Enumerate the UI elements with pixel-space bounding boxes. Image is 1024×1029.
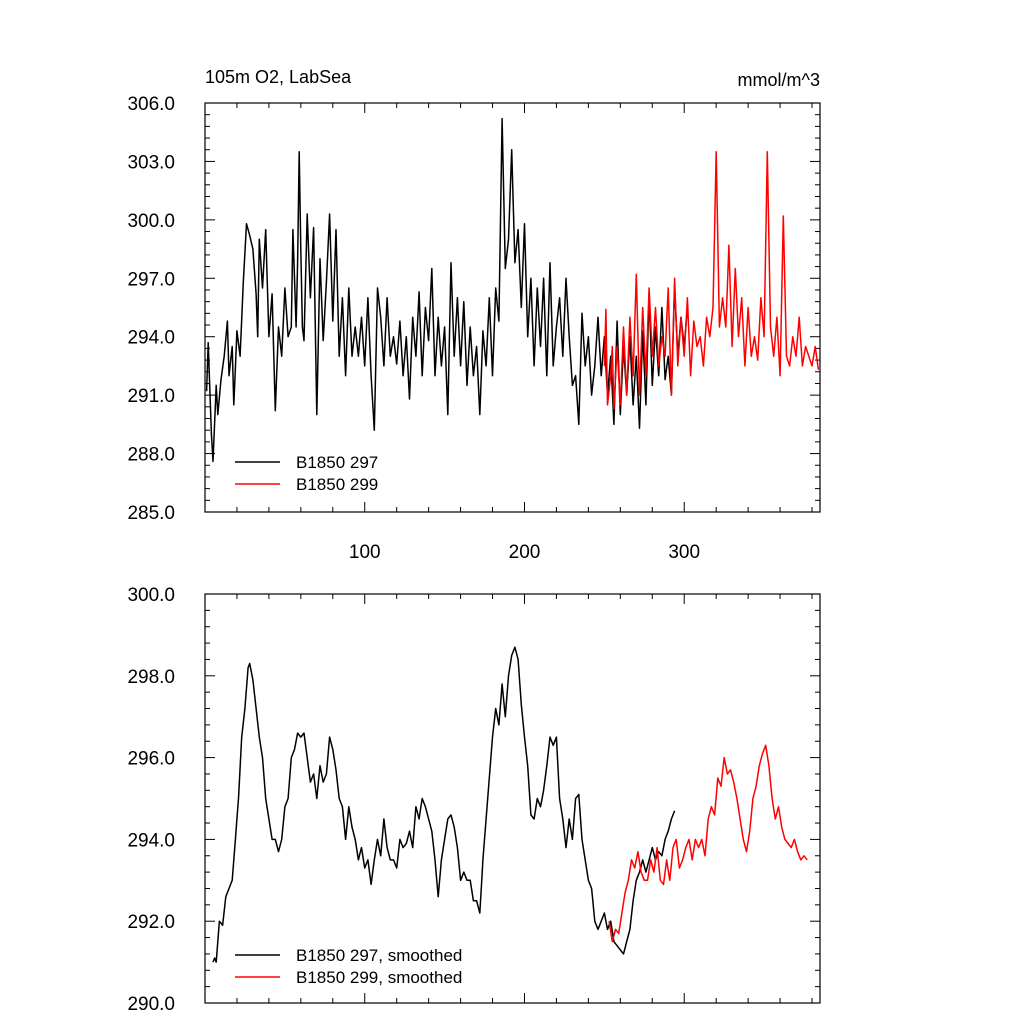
legend-label: B1850 299 (296, 475, 378, 494)
legend-label: B1850 297, smoothed (296, 946, 462, 965)
y-tick-label: 288.0 (127, 445, 175, 466)
x-tick-label: 200 (509, 542, 541, 563)
y-tick-label: 285.0 (127, 503, 175, 524)
legend-label: B1850 297 (296, 453, 378, 472)
plot-frame (204, 102, 821, 513)
units-label: mmol/m^3 (738, 70, 820, 90)
x-tick-label: 100 (349, 542, 381, 563)
series-line-black (212, 646, 676, 963)
y-tick-label: 297.0 (127, 269, 175, 290)
series-line-black (205, 117, 689, 463)
y-tick-label: 291.0 (127, 386, 175, 407)
y-tick-label: 298.0 (127, 667, 175, 688)
y-tick-label: 294.0 (127, 830, 175, 851)
series-line-red (603, 150, 820, 410)
y-tick-label: 292.0 (127, 912, 175, 933)
y-tick-label: 290.0 (127, 994, 175, 1015)
legend-label: B1850 299, smoothed (296, 968, 462, 987)
chart-title: 105m O2, LabSea (205, 67, 352, 87)
y-tick-label: 296.0 (127, 749, 175, 770)
panel-top: 105m O2, LabSea mmol/m^3 285.0 288.0 291.0… (127, 67, 821, 563)
y-tick-label: 303.0 (127, 152, 175, 173)
y-tick-label: 306.0 (127, 94, 175, 115)
y-tick-label: 300.0 (127, 211, 175, 232)
x-tick-label: 300 (668, 542, 700, 563)
series-line-red (608, 744, 808, 943)
y-tick-label: 300.0 (127, 585, 175, 606)
panel-bottom: 290.0 292.0 294.0 296.0 298.0 300.0 B1850 297,… (127, 585, 821, 1015)
y-tick-label: 294.0 (127, 328, 175, 349)
plot-frame (204, 593, 821, 1004)
